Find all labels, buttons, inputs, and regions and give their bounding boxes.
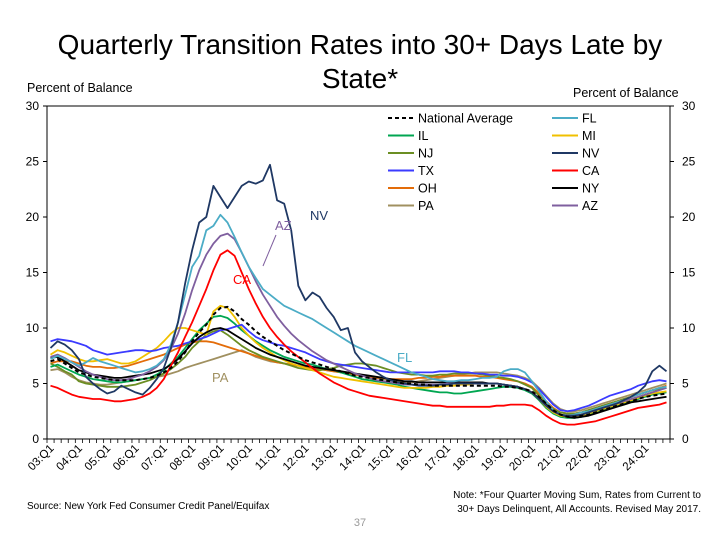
x-tick-label: 14:Q1 [338, 443, 369, 474]
legend-label: NJ [418, 147, 433, 161]
legend-label: NV [582, 147, 600, 161]
series-line-nv [49, 163, 668, 417]
source-note: Source: New York Fed Consumer Credit Pan… [27, 501, 270, 512]
chart-title: Quarterly Transition Rates into 30+ Days… [57, 29, 663, 94]
x-tick-label: 08:Q1 [168, 443, 199, 474]
legend-label: PA [418, 199, 434, 213]
series-line-ca [50, 249, 667, 426]
footnote: Note: *Four Quarter Moving Sum, Rates fr… [411, 489, 701, 517]
plot-frame [46, 105, 671, 440]
footnote-line-2: 30+ Days Delinquent, All Accounts. Revis… [457, 504, 701, 515]
legend-label: National Average [418, 112, 513, 126]
y-axis-label-left: Percent of Balance [27, 81, 133, 95]
annotation-leader-az [262, 234, 277, 267]
y-tick-label-left: 15 [26, 266, 40, 280]
legend-label: NY [582, 182, 600, 196]
annotation-fl: FL [397, 350, 412, 365]
page-number: 37 [353, 517, 367, 529]
series-line-fl [50, 213, 667, 417]
y-tick-label-right: 30 [682, 99, 696, 113]
legend-label: OH [418, 182, 437, 196]
legend-label: TX [418, 164, 435, 178]
legend-label: AZ [582, 199, 598, 213]
x-tick-label: 20:Q1 [507, 443, 538, 474]
y-tick-label-left: 30 [26, 99, 40, 113]
footnote-line-1: Note: *Four Quarter Moving Sum, Rates fr… [453, 490, 701, 501]
x-tick-label: 10:Q1 [224, 443, 255, 474]
y-tick-label-right: 10 [682, 321, 696, 335]
x-tick-label: 06:Q1 [111, 443, 142, 474]
x-tick-label: 24:Q1 [621, 443, 652, 474]
annotation-pa: PA [212, 370, 229, 385]
y-axis-label-right: Percent of Balance [573, 86, 679, 100]
x-tick-label: 21:Q1 [536, 443, 567, 474]
legend-label: MI [582, 129, 596, 143]
series-line-national-average [50, 305, 667, 418]
legend-label: FL [582, 112, 597, 126]
y-tick-label-left: 5 [32, 377, 39, 391]
legend-label: CA [582, 164, 600, 178]
x-tick-label: 09:Q1 [196, 443, 227, 474]
y-tick-label-left: 10 [26, 321, 40, 335]
y-tick-label-right: 15 [682, 266, 696, 280]
x-tick-label: 12:Q1 [281, 443, 312, 474]
y-tick-label-right: 25 [682, 155, 696, 169]
y-tick-label-right: 5 [682, 377, 689, 391]
x-tick-label: 11:Q1 [253, 443, 283, 473]
annotation-ca: CA [233, 272, 251, 287]
x-tick-label: 15:Q1 [366, 443, 397, 474]
x-tick-label: 03:Q1 [26, 443, 57, 474]
x-tick-label: 23:Q1 [592, 443, 623, 474]
y-tick-label-right: 20 [682, 210, 696, 224]
x-tick-label: 18:Q1 [451, 443, 482, 474]
legend-label: IL [418, 129, 428, 143]
y-tick-label-left: 0 [32, 432, 39, 446]
y-tick-label-left: 20 [26, 210, 40, 224]
series-line-nj [50, 329, 667, 415]
x-tick-label: 16:Q1 [394, 443, 425, 474]
x-tick-label: 07:Q1 [139, 443, 170, 474]
series-line-az [50, 232, 667, 417]
y-tick-label-right: 0 [682, 432, 689, 446]
annotation-nv: NV [310, 208, 328, 223]
x-tick-label: 05:Q1 [83, 443, 114, 474]
annotation-az: AZ [275, 218, 292, 233]
x-tick-label: 13:Q1 [309, 443, 340, 474]
x-tick-label: 22:Q1 [564, 443, 595, 474]
x-tick-label: 17:Q1 [422, 443, 453, 474]
series-line-ny [50, 327, 667, 419]
x-tick-label: 04:Q1 [54, 443, 85, 474]
x-tick-label: 19:Q1 [479, 443, 510, 474]
y-tick-label-left: 25 [26, 155, 40, 169]
series-line-tx [50, 323, 667, 413]
